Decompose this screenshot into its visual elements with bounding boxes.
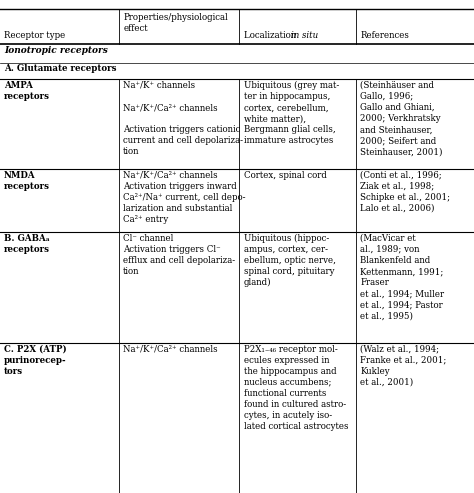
Text: Na⁺/K⁺/Ca²⁺ channels: Na⁺/K⁺/Ca²⁺ channels	[123, 345, 218, 353]
Text: NMDA
receptors: NMDA receptors	[4, 171, 50, 191]
Text: Ubiquitous (grey mat-
ter in hippocampus,
cortex, cerebellum,
white matter),
Ber: Ubiquitous (grey mat- ter in hippocampus…	[244, 81, 339, 145]
Text: Na⁺/K⁺/Ca²⁺ channels
Activation triggers inward
Ca²⁺/Na⁺ current, cell depo-
lar: Na⁺/K⁺/Ca²⁺ channels Activation triggers…	[123, 171, 246, 224]
Text: A. Glutamate receptors: A. Glutamate receptors	[4, 64, 116, 73]
Text: (Walz et al., 1994;
Franke et al., 2001;
Kukley
et al., 2001): (Walz et al., 1994; Franke et al., 2001;…	[360, 345, 447, 387]
Text: Properties/physiological
effect: Properties/physiological effect	[123, 13, 228, 33]
Text: References: References	[360, 32, 409, 40]
Text: Cortex, spinal cord: Cortex, spinal cord	[244, 171, 327, 179]
Text: Ionotropic receptors: Ionotropic receptors	[4, 45, 108, 55]
Text: Localization: Localization	[244, 32, 299, 40]
Text: B. GABAₐ
receptors: B. GABAₐ receptors	[4, 234, 50, 254]
Text: Ubiquitous (hippoc-
ampus, cortex, cer-
ebellum, optic nerve,
spinal cord, pitui: Ubiquitous (hippoc- ampus, cortex, cer- …	[244, 234, 336, 287]
Text: (MacVicar et
al., 1989; von
Blankenfeld and
Kettenmann, 1991;
Fraser
et al., 199: (MacVicar et al., 1989; von Blankenfeld …	[360, 234, 444, 320]
Text: (Conti et al., 1996;
Ziak et al., 1998;
Schipke et al., 2001;
Lalo et al., 2006): (Conti et al., 1996; Ziak et al., 1998; …	[360, 171, 450, 213]
Text: C. P2X (ATP)
purinorecep-
tors: C. P2X (ATP) purinorecep- tors	[4, 345, 66, 376]
Text: Receptor type: Receptor type	[4, 32, 65, 40]
Text: Na⁺/K⁺ channels

Na⁺/K⁺/Ca²⁺ channels

Activation triggers cationic
current and : Na⁺/K⁺ channels Na⁺/K⁺/Ca²⁺ channels Act…	[123, 81, 243, 156]
Text: P2X₁₋₄₆ receptor mol-
ecules expressed in
the hippocampus and
nucleus accumbens;: P2X₁₋₄₆ receptor mol- ecules expressed i…	[244, 345, 348, 431]
Text: (Steinhäuser and
Gallo, 1996;
Gallo and Ghiani,
2000; Verkhratsky
and Steinhause: (Steinhäuser and Gallo, 1996; Gallo and …	[360, 81, 443, 156]
Text: Cl⁻ channel
Activation triggers Cl⁻
efflux and cell depolariza-
tion: Cl⁻ channel Activation triggers Cl⁻ effl…	[123, 234, 236, 276]
Text: in situ: in situ	[291, 32, 318, 40]
Text: AMPA
receptors: AMPA receptors	[4, 81, 50, 101]
